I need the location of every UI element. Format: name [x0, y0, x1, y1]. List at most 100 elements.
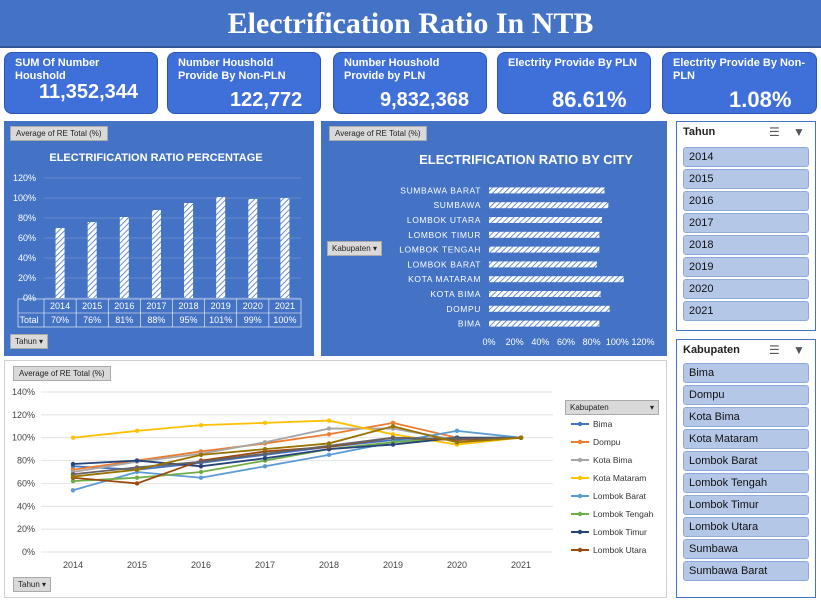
series-point-kota-bima[interactable] [262, 440, 268, 445]
slicer-item-dompu[interactable]: Dompu [683, 385, 809, 405]
series-point-dompu[interactable] [390, 420, 396, 426]
slicer-item-2015[interactable]: 2015 [683, 169, 809, 189]
field-button-avg-re-total[interactable]: Average of RE Total (%) [10, 126, 108, 141]
multi-select-icon[interactable]: ☰ [769, 125, 780, 139]
series-point-kota-bima[interactable] [326, 426, 332, 431]
city-bar-kota-bima[interactable] [489, 291, 601, 297]
series-point-lombok-timur[interactable] [262, 456, 268, 461]
series-point-kota-mataram[interactable] [390, 432, 396, 437]
bar-2017[interactable] [151, 210, 161, 298]
city-label: LOMBOK UTARA [407, 215, 481, 225]
slicer-item-2014[interactable]: 2014 [683, 147, 809, 167]
series-line-dompu[interactable] [72, 421, 521, 471]
series-point-lombok-tengah[interactable] [70, 478, 76, 484]
city-bar-lombok-utara[interactable] [489, 217, 602, 223]
slicer-item-lombok-timur[interactable]: Lombok Timur [683, 495, 809, 515]
legend-label-lombok-tengah[interactable]: Lombok Tengah [593, 509, 654, 519]
series-point-sumbawa[interactable] [262, 451, 268, 456]
series-point-lombok-timur[interactable] [134, 458, 140, 463]
slicer-item-lombok-utara[interactable]: Lombok Utara [683, 517, 809, 537]
legend-label-lombok-barat[interactable]: Lombok Barat [593, 491, 647, 501]
field-button-avg-re-total[interactable]: Average of RE Total (%) [13, 366, 111, 381]
city-bar-lombok-barat[interactable] [489, 261, 597, 268]
y-tick-label: 100% [13, 193, 36, 203]
series-point-sumbawa[interactable] [198, 459, 204, 464]
slicer-item-2017[interactable]: 2017 [683, 213, 809, 233]
city-bar-lombok-tengah[interactable] [489, 246, 600, 253]
series-point-sumbawa-barat[interactable] [390, 424, 396, 429]
series-point-kota-mataram[interactable] [262, 420, 268, 426]
series-point-sumbawa-barat[interactable] [454, 440, 460, 445]
slicer-item-2016[interactable]: 2016 [683, 191, 809, 211]
series-point-lombok-timur[interactable] [390, 442, 396, 447]
slicer-item-sumbawa[interactable]: Sumbawa [683, 539, 809, 559]
clear-filter-icon[interactable]: ▼ [793, 343, 805, 357]
field-button-avg-re-total[interactable]: Average of RE Total (%) [329, 126, 427, 141]
multi-select-icon[interactable]: ☰ [769, 343, 780, 357]
field-button-tahun[interactable]: Tahun ▾ [10, 334, 49, 349]
series-point-kota-mataram[interactable] [134, 428, 140, 434]
slicer-item-sumbawa-barat[interactable]: Sumbawa Barat [683, 561, 809, 581]
series-line-sumbawa-barat[interactable] [72, 425, 522, 478]
legend-label-kota-mataram[interactable]: Kota Mataram [593, 473, 646, 483]
series-point-sumbawa-barat[interactable] [262, 446, 268, 452]
series-point-lombok-tengah[interactable] [134, 475, 140, 480]
slicer-item-2019[interactable]: 2019 [683, 257, 809, 277]
series-point-lombok-utara[interactable] [134, 481, 140, 486]
slicer-item-2021[interactable]: 2021 [683, 301, 809, 321]
series-point-kota-mataram[interactable] [70, 435, 76, 440]
series-point-lombok-timur[interactable] [70, 461, 76, 467]
city-bar-lombok-timur[interactable] [489, 231, 600, 238]
city-bar-kota-mataram[interactable] [489, 276, 624, 283]
field-button-kabupaten[interactable]: Kabupaten ▾ [327, 241, 382, 256]
series-point-sumbawa-barat[interactable] [70, 474, 76, 479]
legend-label-lombok-timur[interactable]: Lombok Timur [593, 527, 647, 537]
series-point-lombok-barat[interactable] [454, 428, 460, 434]
series-point-sumbawa[interactable] [390, 435, 396, 440]
series-point-lombok-barat[interactable] [70, 488, 76, 493]
city-label: KOTA MATARAM [408, 274, 481, 284]
legend-label-kota-bima[interactable]: Kota Bima [593, 455, 632, 465]
slicer-item-kota-mataram[interactable]: Kota Mataram [683, 429, 809, 449]
slicer-item-lombok-barat[interactable]: Lombok Barat [683, 451, 809, 471]
city-bar-sumbawa-barat[interactable] [489, 187, 605, 194]
bar-2015[interactable] [87, 222, 97, 298]
city-bar-bima[interactable] [489, 320, 600, 327]
series-point-sumbawa-barat[interactable] [518, 435, 524, 440]
city-bar-dompu[interactable] [489, 305, 610, 312]
series-line-lombok-barat[interactable] [72, 429, 522, 492]
slicer-item-kota-bima[interactable]: Kota Bima [683, 407, 809, 427]
series-point-sumbawa-barat[interactable] [198, 452, 204, 458]
series-point-dompu[interactable] [326, 432, 332, 437]
series-point-lombok-barat[interactable] [198, 475, 204, 480]
slicer-item-lombok-tengah[interactable]: Lombok Tengah [683, 473, 809, 493]
clear-filter-icon[interactable]: ▼ [793, 125, 805, 139]
series-point-lombok-barat[interactable] [262, 464, 268, 469]
series-point-lombok-tengah[interactable] [198, 469, 204, 475]
series-point-lombok-timur[interactable] [198, 464, 204, 469]
city-bar-sumbawa[interactable] [489, 202, 609, 209]
bar-2018[interactable] [184, 203, 194, 298]
series-point-sumbawa-barat[interactable] [134, 467, 140, 472]
legend-label-dompu[interactable]: Dompu [593, 437, 621, 447]
bar-2019[interactable] [216, 197, 226, 298]
bar-2021[interactable] [280, 198, 290, 298]
city-bar-chart: ELECTRIFICATION RATIO BY CITY SUMBAWA BA… [399, 152, 654, 347]
series-point-kota-mataram[interactable] [326, 418, 332, 423]
legend-label-lombok-utara[interactable]: Lombok Utara [593, 545, 647, 555]
legend-label-bima[interactable]: Bima [593, 419, 613, 429]
slicer-item-bima[interactable]: Bima [683, 363, 809, 383]
series-point-lombok-barat[interactable] [326, 452, 332, 458]
series-line-kota-mataram[interactable] [72, 419, 522, 446]
bar-2016[interactable] [119, 217, 129, 298]
slicer-item-2020[interactable]: 2020 [683, 279, 809, 299]
bar-2014[interactable] [55, 228, 65, 298]
series-point-sumbawa-barat[interactable] [326, 441, 332, 446]
series-point-kota-mataram[interactable] [198, 422, 204, 428]
legend-field-kabupaten[interactable]: Kabupaten ▾ [565, 400, 659, 415]
dropdown-arrow-icon: ▾ [372, 244, 377, 253]
series-point-sumbawa[interactable] [454, 436, 460, 442]
bar-2020[interactable] [248, 199, 258, 298]
slicer-item-2018[interactable]: 2018 [683, 235, 809, 255]
field-button-tahun[interactable]: Tahun ▾ [13, 577, 52, 592]
